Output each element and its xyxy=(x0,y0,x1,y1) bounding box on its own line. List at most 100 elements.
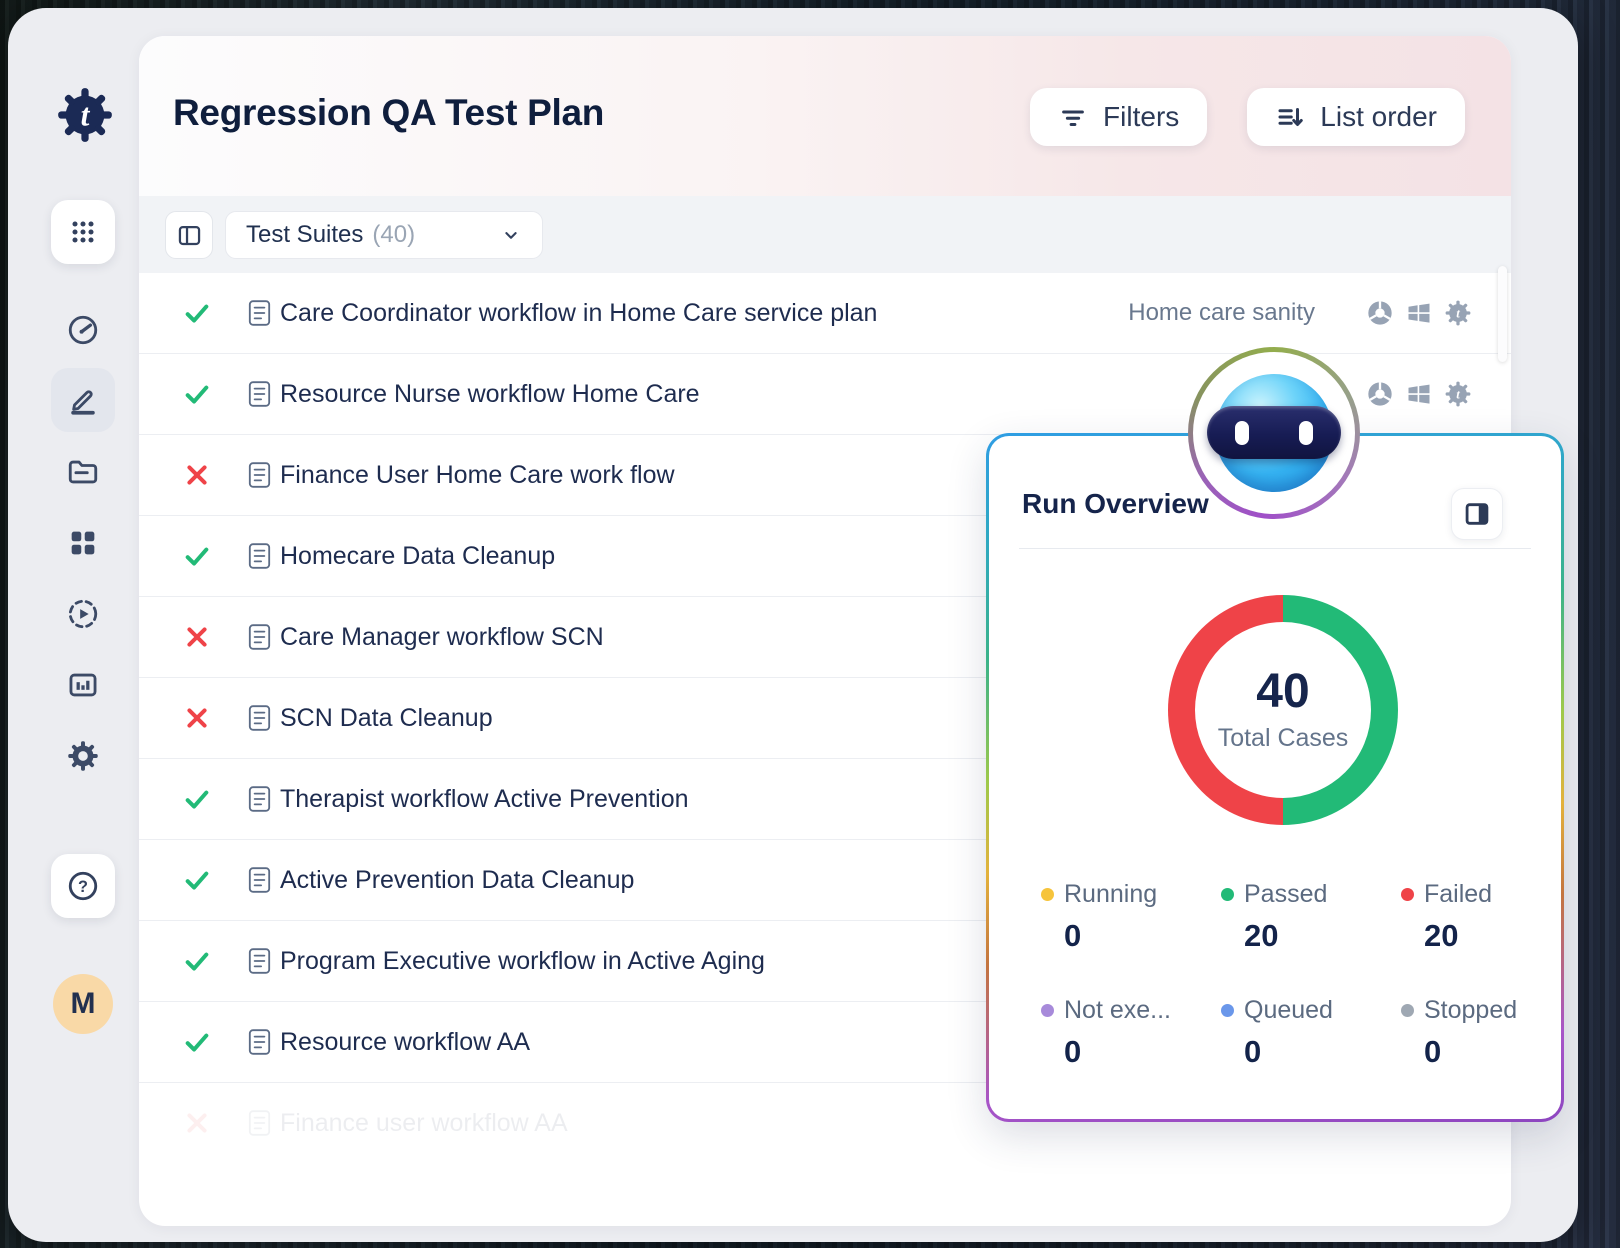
test-suites-dropdown[interactable]: Test Suites (40) xyxy=(225,211,543,259)
assistant-bot-avatar[interactable] xyxy=(1188,347,1360,519)
filters-label: Filters xyxy=(1103,101,1180,132)
document-icon xyxy=(248,543,271,569)
bot-eye-left xyxy=(1235,420,1249,445)
test-suite-name: Care Manager workflow SCN xyxy=(280,622,604,651)
legend-item: Stopped 0 xyxy=(1401,996,1561,1070)
list-order-label: List order xyxy=(1320,101,1437,132)
status-label: Stopped xyxy=(1424,996,1518,1024)
document-icon xyxy=(248,462,271,488)
header-actions: Filters List order xyxy=(1030,88,1465,146)
legend-item: Passed 20 xyxy=(1221,880,1401,954)
test-suite-name: SCN Data Cleanup xyxy=(280,703,493,732)
bot-visor xyxy=(1207,406,1341,459)
status-label: Failed xyxy=(1424,880,1493,908)
test-suite-name: Active Prevention Data Cleanup xyxy=(280,865,635,894)
sidebar-item-runs[interactable] xyxy=(51,582,115,646)
reports-chart-icon xyxy=(69,673,97,697)
legend-item: Queued 0 xyxy=(1221,996,1401,1070)
test-suite-name: Program Executive workflow in Active Agi… xyxy=(280,946,765,975)
test-suite-row[interactable]: Finance user workflow AA xyxy=(139,1083,1511,1163)
test-suite-name: Homecare Data Cleanup xyxy=(280,541,556,570)
testsigma-logo-icon: t xyxy=(56,86,114,144)
plan-suite-label: Home care sanity xyxy=(1128,299,1315,326)
test-suite-name: Finance User Home Care work flow xyxy=(280,460,675,489)
panel-right-icon xyxy=(1465,503,1489,525)
document-icon xyxy=(248,624,271,650)
run-donut-chart: 40 Total Cases xyxy=(1168,595,1398,825)
testsigma-env-icon: t xyxy=(1445,381,1471,407)
status-value: 0 xyxy=(1424,1034,1442,1069)
sidebar-item-elements[interactable] xyxy=(51,511,115,575)
chevron-down-icon xyxy=(505,232,517,239)
filters-button[interactable]: Filters xyxy=(1030,88,1208,146)
page-title: Regression QA Test Plan xyxy=(173,92,605,133)
failed-cross-icon xyxy=(187,627,207,647)
status-label: Queued xyxy=(1244,996,1333,1024)
test-suite-row[interactable]: Care Coordinator workflow in Home Care s… xyxy=(139,273,1511,354)
list-order-button[interactable]: List order xyxy=(1247,88,1465,146)
legend-item: Failed 20 xyxy=(1401,880,1561,954)
test-suite-name: Care Coordinator workflow in Home Care s… xyxy=(280,298,878,327)
sidebar-item-dashboard[interactable] xyxy=(51,298,115,362)
settings-gear-icon xyxy=(68,741,98,771)
sidebar-item-edit[interactable] xyxy=(51,368,115,432)
toolbar: Test Suites (40) xyxy=(139,196,1511,273)
legend-item: Running 0 xyxy=(1041,880,1221,954)
svg-text:t: t xyxy=(1456,387,1460,401)
folder-icon xyxy=(68,460,98,484)
total-cases-value: 40 xyxy=(1256,665,1310,719)
sidebar-item-apps[interactable] xyxy=(51,200,115,264)
status-dot xyxy=(1401,1004,1414,1017)
test-suite-name: Therapist workflow Active Prevention xyxy=(280,784,689,813)
status-dot xyxy=(1041,888,1054,901)
windows-icon xyxy=(1408,384,1430,404)
svg-text:?: ? xyxy=(78,878,88,896)
run-overview-title: Run Overview xyxy=(1022,488,1209,519)
document-icon xyxy=(248,948,271,974)
status-label: Not exe... xyxy=(1064,996,1171,1024)
user-avatar[interactable]: M xyxy=(53,974,113,1034)
bot-eye-right xyxy=(1299,420,1313,445)
document-icon xyxy=(248,1029,271,1055)
failed-cross-icon xyxy=(187,465,207,485)
sort-list-icon xyxy=(1278,108,1304,126)
list-scrollbar[interactable] xyxy=(1498,266,1507,362)
panel-left-icon xyxy=(178,225,200,245)
status-dot xyxy=(1221,888,1234,901)
failed-cross-icon xyxy=(187,708,207,728)
total-cases-label: Total Cases xyxy=(1217,723,1349,752)
sidebar-item-reports[interactable] xyxy=(51,653,115,717)
status-value: 20 xyxy=(1424,918,1459,953)
failed-cross-icon xyxy=(187,1113,207,1133)
edit-pencil-icon xyxy=(71,390,95,415)
document-icon xyxy=(248,867,271,893)
run-overview-card: Run Overview 40 Total Cases Running 0 Pa… xyxy=(986,433,1564,1122)
status-value: 20 xyxy=(1244,918,1279,953)
status-dot xyxy=(1221,1004,1234,1017)
status-dot xyxy=(1401,888,1414,901)
test-suite-name: Finance user workflow AA xyxy=(280,1108,568,1137)
status-dot xyxy=(1041,1004,1054,1017)
sidebar: t xyxy=(32,8,140,1242)
status-label: Running xyxy=(1064,880,1158,908)
sidebar-item-help[interactable]: ? xyxy=(51,854,115,918)
passed-check-icon xyxy=(185,547,209,566)
divider xyxy=(1019,548,1531,549)
svg-text:t: t xyxy=(1456,306,1460,320)
suites-count: (40) xyxy=(372,221,416,248)
expand-panel-button[interactable] xyxy=(1451,488,1503,540)
windows-icon xyxy=(1408,303,1430,323)
passed-check-icon xyxy=(185,385,209,404)
apps-grid-icon xyxy=(72,221,94,243)
document-icon xyxy=(248,300,271,326)
chrome-icon xyxy=(1368,382,1392,406)
passed-check-icon xyxy=(185,1033,209,1052)
collapse-panel-button[interactable] xyxy=(165,211,213,259)
status-value: 0 xyxy=(1244,1034,1262,1069)
status-label: Passed xyxy=(1244,880,1328,908)
passed-check-icon xyxy=(185,871,209,890)
svg-text:t: t xyxy=(81,98,91,133)
sidebar-item-settings[interactable] xyxy=(51,724,115,788)
test-suite-name: Resource workflow AA xyxy=(280,1027,531,1056)
sidebar-item-files[interactable] xyxy=(51,440,115,504)
